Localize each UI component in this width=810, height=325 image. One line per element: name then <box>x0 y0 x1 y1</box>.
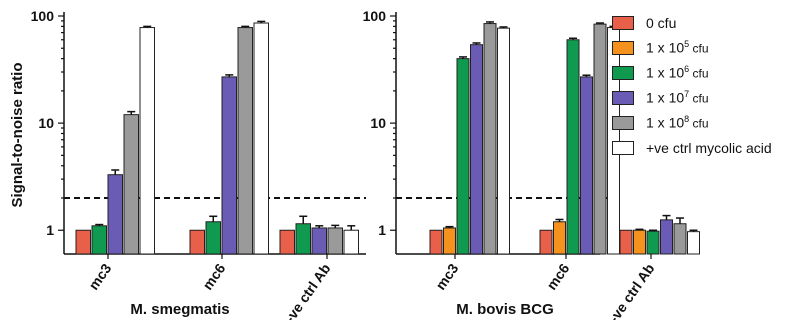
legend-label-unit: cfu <box>689 91 709 106</box>
bar <box>123 114 139 255</box>
legend-swatch <box>612 15 634 30</box>
y-tick-label: 100 <box>363 8 387 24</box>
bar <box>279 229 295 255</box>
legend-swatch <box>612 140 634 155</box>
x-tick-label: mc6 <box>199 260 228 292</box>
legend-label-exponent: 6 <box>684 64 690 75</box>
legend-label-prefix: 1 x 10 <box>646 89 685 106</box>
bar <box>237 27 253 255</box>
bar <box>295 223 311 255</box>
legend-item-1e7-cfu: 1 x 107 cfu <box>612 85 808 110</box>
legend-item-ve-ctrl-mycolic-acid: +ve ctrl mycolic acid <box>612 135 808 160</box>
bar <box>619 229 633 255</box>
bar <box>443 227 456 255</box>
bar <box>107 174 123 255</box>
bar <box>75 229 91 255</box>
y-tick-label: 100 <box>31 8 55 24</box>
bar <box>470 44 483 255</box>
x-axis-label: M. smegmatis <box>130 301 229 318</box>
legend-label-exponent: 8 <box>684 114 690 125</box>
bar <box>343 229 359 255</box>
legend-label-unit: cfu <box>689 116 709 131</box>
legend-swatch <box>612 90 634 105</box>
bar <box>311 227 327 255</box>
x-axis-label: M. bovis BCG <box>456 301 554 318</box>
bar <box>673 223 687 255</box>
bar <box>221 76 237 255</box>
bar <box>497 27 510 255</box>
legend-label-prefix: 0 cfu <box>646 14 677 31</box>
bar <box>91 225 107 255</box>
y-tick-label: 1 <box>46 222 54 238</box>
legend-swatch <box>612 65 634 80</box>
bar <box>687 231 700 255</box>
legend-label-prefix: +ve ctrl mycolic acid <box>646 139 772 156</box>
y-tick-label: 10 <box>370 115 386 131</box>
bar <box>633 229 646 255</box>
bar <box>646 230 660 255</box>
legend-label-prefix: 1 x 10 <box>646 114 685 131</box>
bar <box>456 58 470 255</box>
bar <box>566 39 580 255</box>
x-tick-label: mc3 <box>432 260 461 292</box>
legend-label-unit: cfu <box>689 66 709 81</box>
legend-label-prefix: 1 x 10 <box>646 64 685 81</box>
bar <box>205 221 221 255</box>
legend: 0 cfu 1 x 105 cfu 1 x 106 cfu 1 x 107 cf… <box>612 10 808 160</box>
bar <box>553 221 566 255</box>
bar <box>483 23 497 255</box>
x-tick-label: mc3 <box>85 260 114 292</box>
bar <box>253 22 269 255</box>
legend-label-exponent: 7 <box>684 89 690 100</box>
bar <box>429 229 443 255</box>
legend-item-1e6-cfu: 1 x 106 cfu <box>612 60 808 85</box>
legend-swatch <box>612 115 634 130</box>
y-tick-label: 1 <box>378 222 386 238</box>
legend-label-unit: cfu <box>689 41 709 56</box>
legend-item-0-cfu: 0 cfu <box>612 10 808 35</box>
bar <box>593 23 607 255</box>
bar <box>189 229 205 255</box>
legend-swatch <box>612 40 634 55</box>
x-tick-label: mc6 <box>543 260 572 292</box>
legend-label-prefix: 1 x 10 <box>646 39 685 56</box>
bar <box>327 227 343 255</box>
bar <box>660 219 673 255</box>
y-tick-label: 10 <box>38 115 54 131</box>
bar <box>139 27 155 255</box>
bar <box>580 76 593 255</box>
legend-label-exponent: 5 <box>684 39 690 50</box>
y-axis-label: Signal-to-noise ratio <box>9 62 26 207</box>
legend-item-1e8-cfu: 1 x 108 cfu <box>612 110 808 135</box>
x-tick-label: -ve ctrl Ab <box>281 261 333 320</box>
legend-item-1e5-cfu: 1 x 105 cfu <box>612 35 808 60</box>
bar <box>539 229 553 255</box>
x-tick-label: -ve ctrl Ab <box>605 261 657 320</box>
